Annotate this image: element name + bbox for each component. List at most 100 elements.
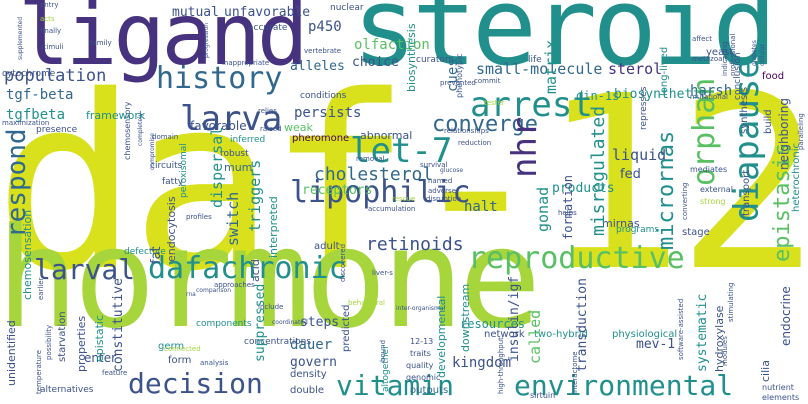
word-prevented: prevented [440,79,476,87]
word-circuits: circuits [150,161,183,171]
word-life: life [528,55,542,65]
word-mutual: mutual [172,5,219,20]
word-entry: entry [40,1,59,9]
word-retinoids: retinoids [366,234,464,255]
word-kingdom: kingdom [452,355,512,371]
word-tgfbeta: tgfbeta [6,107,66,123]
word-presence: presence [36,125,78,135]
word-stage: stage [682,227,710,238]
word-alleles: alleles [290,59,345,74]
word-high-throughput: high-throughput [497,337,505,394]
word-software-assisted: software-assisted [677,298,685,360]
word-traits: traits [410,349,431,358]
word-rna: rna [186,291,196,298]
word-germ: germ [158,341,185,352]
word-called: called [526,309,544,364]
word-disruption: disruption [426,195,462,203]
word-components: components [196,319,252,329]
word-coordinated: coordinated [272,319,308,326]
word-acts: acts [40,15,55,23]
word-form: form [168,355,192,366]
word-accurate: accurate [248,23,288,33]
word-conditions: conditions [300,91,347,101]
word-tester: tester [484,99,505,107]
word-lipophilic: lipophilic [290,175,471,210]
word-compromise: compromise [149,133,156,170]
word-relies: relies [258,107,277,115]
word-peroxisomal: peroxisomal [179,143,189,198]
word-finally: finally [40,27,62,35]
word-receptors: receptors [302,183,373,198]
word-connected: connected [164,345,201,353]
word-nhr: nhr [505,116,545,178]
word-quality: quality [406,361,434,370]
word-raised: raised [260,125,282,133]
word-formation: formation [561,174,575,240]
word-larva: larva [180,99,283,139]
word-interpreted: interpreted [267,196,280,258]
word-represses: represses [639,86,649,130]
word-epistatic: epistatic [93,314,106,362]
word-genomic: genomic [406,373,441,382]
word-concentrations: concentrations [244,337,312,347]
word-progression: progression [203,22,210,58]
word-acid: acid [249,259,262,282]
word-defective: defective [124,247,166,257]
word-strong: strong [700,197,726,206]
word-stimulating: stimulating [727,282,735,322]
word-steroid: steroid [352,0,777,90]
word-mirnas: mirnas [602,217,640,230]
word-pheromone: pheromone [292,133,350,144]
word-mev-1: mev-1 [636,337,676,352]
word-olfaction: olfaction [354,37,430,53]
word-dafachronic: dafachronic [148,251,347,286]
word-two-hybrid: two-hybrid [534,329,588,340]
word-gonad: gonad [534,186,552,232]
word-profiles: profiles [186,213,212,221]
word-supplemented: supplemented [17,16,24,60]
word-enter: enter [84,351,117,365]
word-discovered: discovered [339,243,347,282]
word-chemosensation: chemosensation [21,209,34,300]
word-systematic: systematic [695,293,710,372]
word-arrest: arrest [470,85,593,125]
word-helps: helps [558,209,577,217]
word-developmental: developmental [435,295,448,378]
word-curators: curators [416,55,454,65]
word-hormone: hormone [0,198,542,359]
word-switch: switch [224,191,242,246]
word-accumulation: accumulation [368,205,416,213]
word-govern: govern [290,355,337,370]
word-dispersal: dispersal [208,126,226,208]
word-fed: fed [620,167,641,182]
word-constitutive: constitutive [111,278,126,372]
word-family: family [90,39,112,47]
word-unfavorable: unfavorable [224,5,311,20]
word-abnormal: abnormal [360,129,413,142]
word-framework: framework [86,109,146,122]
word-mediates: mediates [690,165,728,174]
word-downstream: downstream [459,283,472,352]
word-matrix: matrix [542,39,560,94]
word-yeast: yeast [706,47,734,58]
word-sterol: sterol [608,60,663,78]
word-cellular: cellular [759,44,766,66]
word-modules: modules [721,336,729,366]
word-stimuli: stimuli [40,43,64,51]
word-commit: commit [474,77,501,85]
word-outputs: outputs [410,385,449,396]
word-elements: elements [762,393,800,402]
word-programs: programs [616,225,660,235]
word-relationships: relationships [444,127,489,135]
word-misregulated: misregulated [588,105,609,236]
word-diabetes: diabetes [751,40,758,66]
word-completely: completely [137,112,144,146]
word-interorganismal: inter-organismal [396,305,446,312]
word-external: external [700,185,733,194]
word-cilia: cilia [759,360,772,382]
word-feature: feature [102,369,128,377]
word-temperature: temperature [35,350,43,394]
word-harsh: harsh [690,83,733,99]
word-ligand: ligand [18,0,309,85]
